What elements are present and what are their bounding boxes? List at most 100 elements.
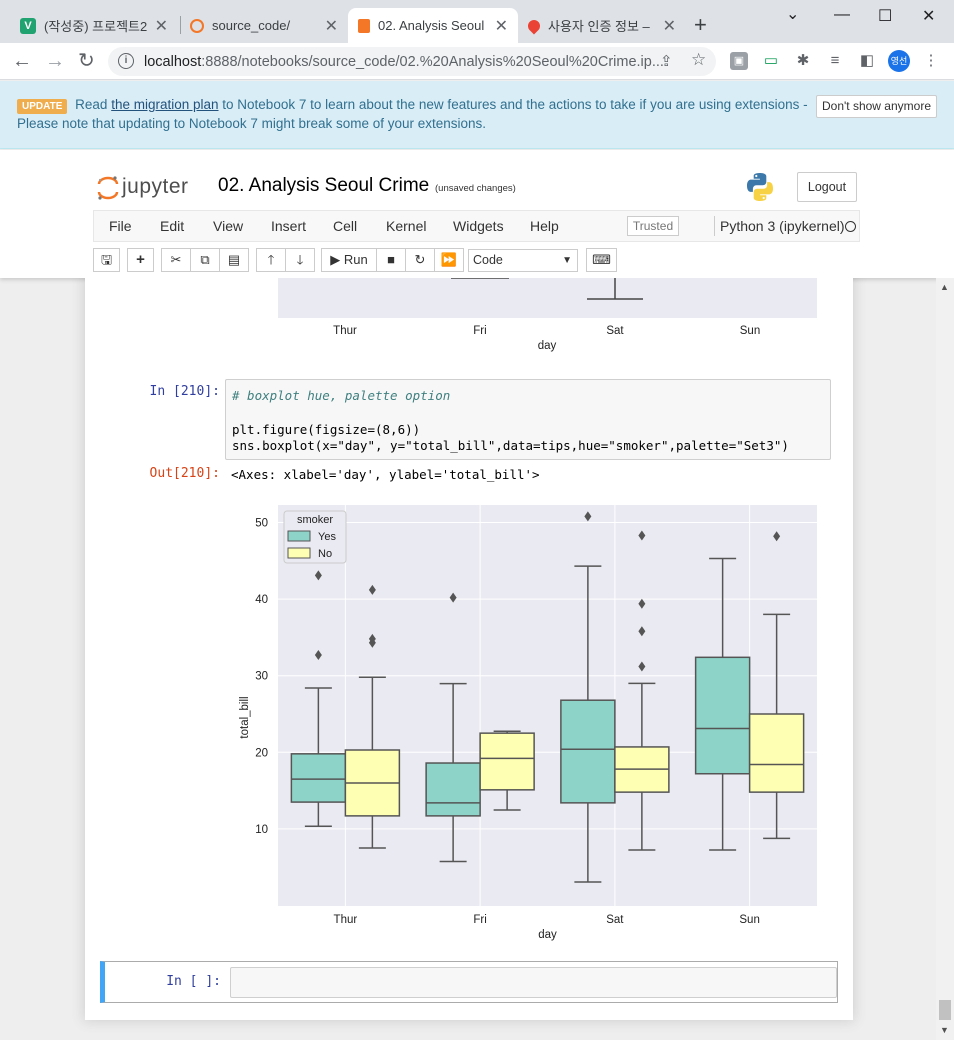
menu-widgets[interactable]: Widgets — [453, 218, 504, 234]
previous-xtick-label: Sun — [740, 325, 760, 337]
empty-code-cell[interactable]: In [ ]: — [100, 961, 838, 1003]
interrupt-button[interactable]: ■ — [376, 248, 406, 272]
new-tab-icon[interactable]: + — [694, 12, 707, 37]
box-yes-thur — [290, 753, 347, 803]
move-down-button[interactable]: 🡓 — [285, 248, 315, 272]
previous-xtick-label: Thur — [333, 325, 357, 337]
command-palette-button[interactable]: ⌨ — [586, 248, 617, 272]
close-window-icon[interactable]: ✕ — [922, 8, 936, 25]
update-badge: UPDATE — [17, 99, 68, 114]
notebook-title[interactable]: 02. Analysis Seoul Crime — [218, 175, 430, 196]
empty-cell-input[interactable] — [230, 967, 837, 998]
menu-insert[interactable]: Insert — [271, 218, 307, 234]
box-no-sun — [748, 713, 805, 793]
close-tab-icon[interactable]: ✕ — [494, 17, 508, 35]
y-axis-label: total_bill — [239, 696, 251, 738]
y-tick-label: 20 — [255, 747, 268, 759]
media-control-icon[interactable]: ≡ — [830, 52, 840, 69]
extensions-puzzle-icon[interactable]: ✱ — [796, 52, 810, 69]
y-tick-label: 30 — [255, 671, 268, 683]
move-up-button[interactable]: 🡑 — [256, 248, 286, 272]
menu-kernel[interactable]: Kernel — [386, 218, 427, 234]
tab-search-chevron-icon[interactable]: ⌄ — [786, 6, 800, 23]
tab-title: 사용자 인증 정보 – — [548, 19, 650, 34]
maximize-icon[interactable]: ☐ — [878, 8, 893, 25]
outlier-point — [314, 650, 322, 661]
page-scrollbar[interactable]: ▲ ▼ — [936, 278, 954, 1040]
browser-tab-bar: V (작성중) 프로젝트2 ✕ source_code/ ✕ 02. Analy… — [0, 0, 954, 43]
scroll-down-icon[interactable]: ▼ — [940, 1025, 949, 1035]
back-icon[interactable]: ← — [12, 50, 32, 72]
reload-icon[interactable]: ↻ — [78, 50, 95, 72]
browser-tab-2[interactable]: source_code/ ✕ — [180, 8, 348, 43]
extension-green-icon[interactable]: ▭ — [763, 52, 779, 69]
dont-show-anymore-button[interactable]: Don't show anymore — [816, 95, 937, 118]
menu-cell[interactable]: Cell — [333, 218, 358, 234]
notebook-page: Thur Fri Sat Sun day 10 20 30 40 50 Thur Fri Sa… — [85, 278, 853, 1020]
x-tick-label: Fri — [473, 914, 486, 926]
banner-line-1: UPDATE Read the migration plan to Notebo… — [17, 97, 808, 114]
jupyter-logo[interactable]: jupyter — [96, 173, 204, 203]
plus-icon: + — [136, 251, 145, 268]
minimize-icon[interactable]: — — [834, 6, 850, 23]
address-bar[interactable]: i localhost:8888/notebooks/source_code/0… — [108, 47, 716, 76]
legend-swatch-no — [287, 547, 311, 559]
notebook-favicon-icon — [358, 18, 370, 33]
migration-plan-link[interactable]: the migration plan — [111, 97, 219, 112]
site-info-icon[interactable]: i — [118, 53, 134, 69]
code-cell-input[interactable]: # boxplot hue, palette option plt.figure… — [225, 379, 831, 460]
logout-button[interactable]: Logout — [797, 172, 857, 202]
browser-menu-icon[interactable]: ⋮ — [923, 52, 939, 69]
close-tab-icon[interactable]: ✕ — [662, 17, 676, 35]
restart-button[interactable]: ↻ — [405, 248, 435, 272]
notebook-scroll-area[interactable]: Thur Fri Sat Sun day 10 20 30 40 50 Thur Fri Sa… — [0, 278, 936, 1040]
menu-help[interactable]: Help — [530, 218, 559, 234]
menu-file[interactable]: File — [109, 218, 132, 234]
input-prompt: In [210]: — [149, 384, 220, 399]
close-tab-icon[interactable]: ✕ — [324, 17, 338, 35]
menu-view[interactable]: View — [213, 218, 244, 234]
forward-icon[interactable]: → — [45, 50, 65, 72]
run-button[interactable]: ▶ Run — [321, 248, 377, 272]
x-tick-label: Thur — [334, 914, 358, 926]
extension-app-icon[interactable]: ▣ — [730, 52, 748, 70]
browser-tab-3-active[interactable]: 02. Analysis Seoul C ✕ — [348, 8, 518, 43]
scissors-icon: ✂ — [170, 252, 182, 267]
jupyter-header: jupyter 02. Analysis Seoul Crime (unsave… — [0, 150, 954, 278]
menu-edit[interactable]: Edit — [160, 218, 185, 234]
python-logo-icon — [747, 173, 773, 201]
output-text: <Axes: xlabel='day', ylabel='total_bill'… — [231, 467, 540, 482]
arrow-down-icon: 🡓 — [296, 252, 304, 267]
trusted-indicator[interactable]: Trusted — [627, 216, 679, 236]
banner-text-end: to Notebook 7 to learn about the new fea… — [222, 97, 808, 112]
kernel-name[interactable]: Python 3 (ipykernel) — [720, 218, 845, 234]
cell-type-select[interactable]: Code ▼ — [468, 249, 578, 272]
tab-title: 02. Analysis Seoul C — [378, 18, 487, 33]
bookmark-star-icon[interactable]: ☆ — [691, 50, 707, 69]
share-icon[interactable]: ⇪ — [660, 53, 673, 70]
side-panel-icon[interactable]: ◧ — [859, 52, 875, 69]
insert-cell-button[interactable]: + — [127, 248, 154, 272]
cut-button[interactable]: ✂ — [161, 248, 191, 272]
browser-tab-4[interactable]: 사용자 인증 정보 – ✕ — [518, 8, 686, 43]
scroll-up-icon[interactable]: ▲ — [940, 282, 949, 292]
save-button[interactable]: 🖫 — [93, 248, 120, 272]
restart-run-all-button[interactable]: ⏩ — [434, 248, 464, 272]
copy-button[interactable]: ⧉ — [190, 248, 220, 272]
jupyter-favicon-icon — [190, 18, 204, 33]
profile-avatar[interactable]: 영선 — [888, 50, 910, 72]
previous-plot: Thur Fri Sat Sun day — [278, 278, 817, 352]
tab-divider — [180, 16, 181, 34]
browser-tab-1[interactable]: V (작성중) 프로젝트2 ✕ — [10, 8, 178, 43]
paste-button[interactable]: ▤ — [219, 248, 249, 272]
outlier-point — [368, 584, 376, 595]
scrollbar-thumb[interactable] — [939, 1000, 951, 1020]
close-tab-icon[interactable]: ✕ — [154, 17, 168, 35]
outlier-point — [368, 633, 376, 644]
tab-title: source_code/ — [212, 18, 291, 33]
autosave-status: (unsaved changes) — [435, 183, 516, 194]
y-tick-label: 10 — [255, 824, 268, 836]
fast-forward-icon: ⏩ — [440, 252, 458, 267]
notebook-menubar: File Edit View Insert Cell Kernel Widget… — [93, 210, 860, 242]
box-yes-sun — [694, 656, 751, 775]
